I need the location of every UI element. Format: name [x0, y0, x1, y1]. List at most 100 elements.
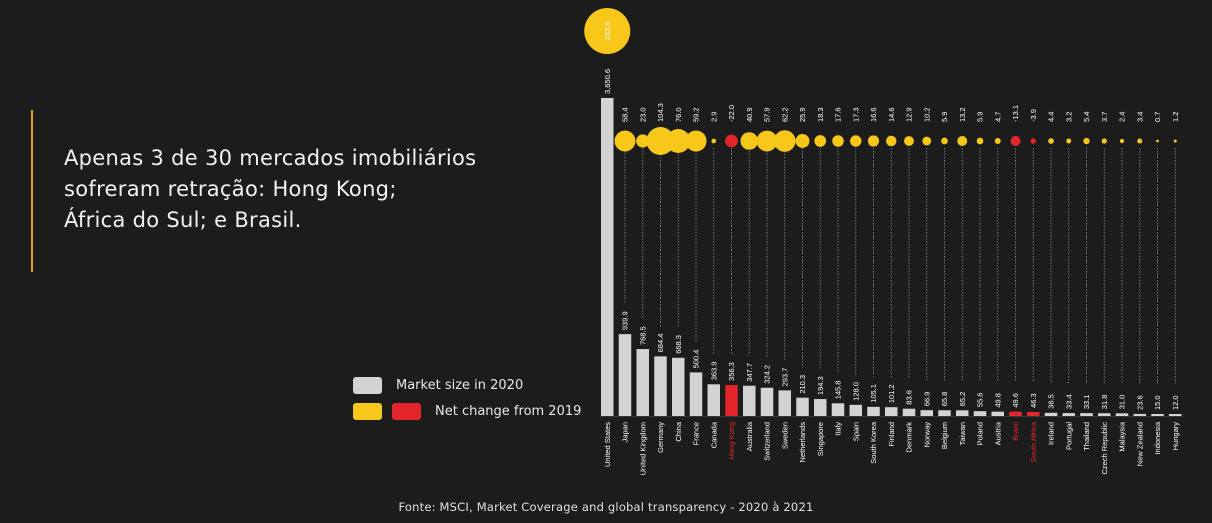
- bar-australia: [743, 385, 756, 416]
- category-label-italy: Italy: [834, 422, 843, 436]
- category-label-brazil: Brazil: [1011, 422, 1020, 441]
- change-bubble-brazil: [1010, 136, 1021, 146]
- headline: Apenas 3 de 30 mercados imobiliários sof…: [64, 143, 534, 236]
- change-label-norway: 10.2: [922, 107, 931, 122]
- size-label-canada: 363.9: [709, 362, 718, 381]
- category-label-malaysia: Malaysia: [1118, 421, 1127, 451]
- change-bubble-netherlands: [795, 134, 810, 148]
- headline-line-2: sofreram retração: Hong Kong;: [64, 177, 397, 201]
- change-label-spain: 17.3: [851, 107, 860, 122]
- size-label-austria: 49.8: [993, 393, 1002, 408]
- bar-austria: [991, 411, 1004, 416]
- category-label-singapore: Singapore: [816, 422, 825, 456]
- legend-label-market-size: Market size in 2020: [396, 378, 524, 393]
- size-label-hungary: 12.0: [1171, 395, 1180, 410]
- bar-south-africa: [1027, 411, 1040, 416]
- bar-south-korea: [867, 406, 880, 416]
- market-chart: 3,650.6 United States 232.5 939.9 Japan 58.4 7…: [584, 8, 1183, 475]
- change-bubble-austria: [994, 138, 1001, 144]
- change-label-indonesia: 0.7: [1153, 112, 1162, 122]
- size-label-italy: 145.8: [834, 381, 843, 400]
- change-bubble-taiwan: [957, 136, 968, 146]
- category-label-hungary: Hungary: [1171, 422, 1180, 451]
- bar-taiwan: [956, 410, 969, 416]
- change-bubble-italy: [832, 135, 844, 147]
- change-bubble-south-korea: [867, 135, 880, 147]
- bar-sweden: [778, 390, 791, 416]
- change-bubble-south-africa: [1030, 138, 1036, 144]
- category-label-switzerland: Switzerland: [763, 422, 772, 461]
- change-bubble-poland: [976, 137, 984, 145]
- category-label-taiwan: Taiwan: [958, 422, 967, 445]
- category-label-czech-republic: Czech Republic: [1100, 422, 1109, 475]
- change-label-hungary: 1.2: [1171, 112, 1180, 122]
- size-label-finland: 101.2: [887, 384, 896, 403]
- category-label-spain: Spain: [851, 422, 860, 441]
- bar-japan: [618, 334, 632, 416]
- bar-united-states: [601, 98, 614, 416]
- headline-line-3: África do Sul; e Brasil.: [64, 208, 302, 232]
- bar-netherlands: [796, 397, 809, 416]
- change-label-hong-kong: -22.0: [727, 105, 736, 122]
- change-bubble-finland: [886, 135, 897, 147]
- change-label-australia: 40.9: [745, 107, 754, 122]
- change-label-switzerland: 57.9: [763, 107, 772, 122]
- change-label-denmark: 12.9: [905, 107, 914, 122]
- size-label-czech-republic: 31.8: [1100, 395, 1109, 410]
- category-label-finland: Finland: [887, 422, 896, 447]
- category-label-belgium: Belgium: [940, 422, 949, 449]
- size-label-new-zealand: 23.6: [1135, 395, 1144, 410]
- category-label-sweden: Sweden: [780, 422, 789, 449]
- bar-hong-kong: [725, 384, 738, 416]
- bar-norway: [920, 410, 933, 416]
- size-label-singapore: 194.3: [816, 376, 825, 395]
- change-label-canada: 2.9: [709, 112, 718, 122]
- bar-indonesia: [1151, 414, 1164, 416]
- bar-france: [689, 372, 703, 416]
- bar-germany: [654, 356, 667, 416]
- change-bubble-canada: [711, 138, 717, 144]
- size-label-thailand: 33.1: [1082, 395, 1091, 410]
- accent-line: [31, 110, 33, 272]
- size-label-china: 668.3: [674, 335, 683, 354]
- source-note: Fonte: MSCI, Market Coverage and global …: [398, 500, 814, 514]
- bar-malaysia: [1115, 413, 1129, 416]
- change-label-france: 59.2: [692, 107, 701, 122]
- legend-swatch-yellow: [353, 403, 382, 420]
- bar-switzerland: [760, 387, 774, 416]
- size-label-france: 500.4: [692, 350, 701, 369]
- change-label-japan: 58.4: [621, 107, 630, 122]
- size-label-spain: 128.0: [851, 382, 860, 401]
- change-label-south-korea: 16.6: [869, 107, 878, 122]
- change-label-sweden: 62.2: [780, 107, 789, 122]
- bar-ireland: [1044, 412, 1058, 416]
- bar-belgium: [938, 410, 951, 416]
- size-label-switzerland: 324.2: [763, 365, 772, 384]
- category-label-south-africa: South Africa: [1029, 421, 1038, 462]
- legend-label-net-change: Net change from 2019: [435, 404, 582, 419]
- change-bubble-china: [666, 129, 691, 153]
- category-label-united-kingdom: United Kingdom: [638, 422, 647, 475]
- size-label-malaysia: 31.0: [1118, 395, 1127, 410]
- change-bubble-new-zealand: [1137, 138, 1143, 144]
- size-label-denmark: 83.6: [905, 390, 914, 405]
- category-label-germany: Germany: [656, 422, 665, 453]
- bar-thailand: [1080, 413, 1093, 416]
- bar-hungary: [1169, 414, 1182, 416]
- change-label-portugal: 3.2: [1064, 112, 1073, 122]
- change-label-united-states: 232.5: [603, 22, 612, 41]
- size-label-poland: 55.6: [976, 393, 985, 408]
- change-label-poland: 5.9: [976, 112, 985, 122]
- size-label-indonesia: 15.0: [1153, 395, 1162, 410]
- change-label-italy: 17.6: [834, 107, 843, 122]
- bar-czech-republic: [1098, 413, 1111, 416]
- change-label-belgium: 5.9: [940, 112, 949, 122]
- change-bubble-belgium: [941, 137, 948, 145]
- change-label-czech-republic: 3.7: [1100, 112, 1109, 122]
- bar-china: [672, 357, 685, 416]
- size-label-taiwan: 65.2: [958, 392, 967, 407]
- change-bubble-thailand: [1083, 137, 1090, 145]
- size-label-netherlands: 210.3: [798, 375, 807, 394]
- category-label-thailand: Thailand: [1082, 422, 1091, 451]
- size-label-ireland: 36.5: [1047, 394, 1056, 409]
